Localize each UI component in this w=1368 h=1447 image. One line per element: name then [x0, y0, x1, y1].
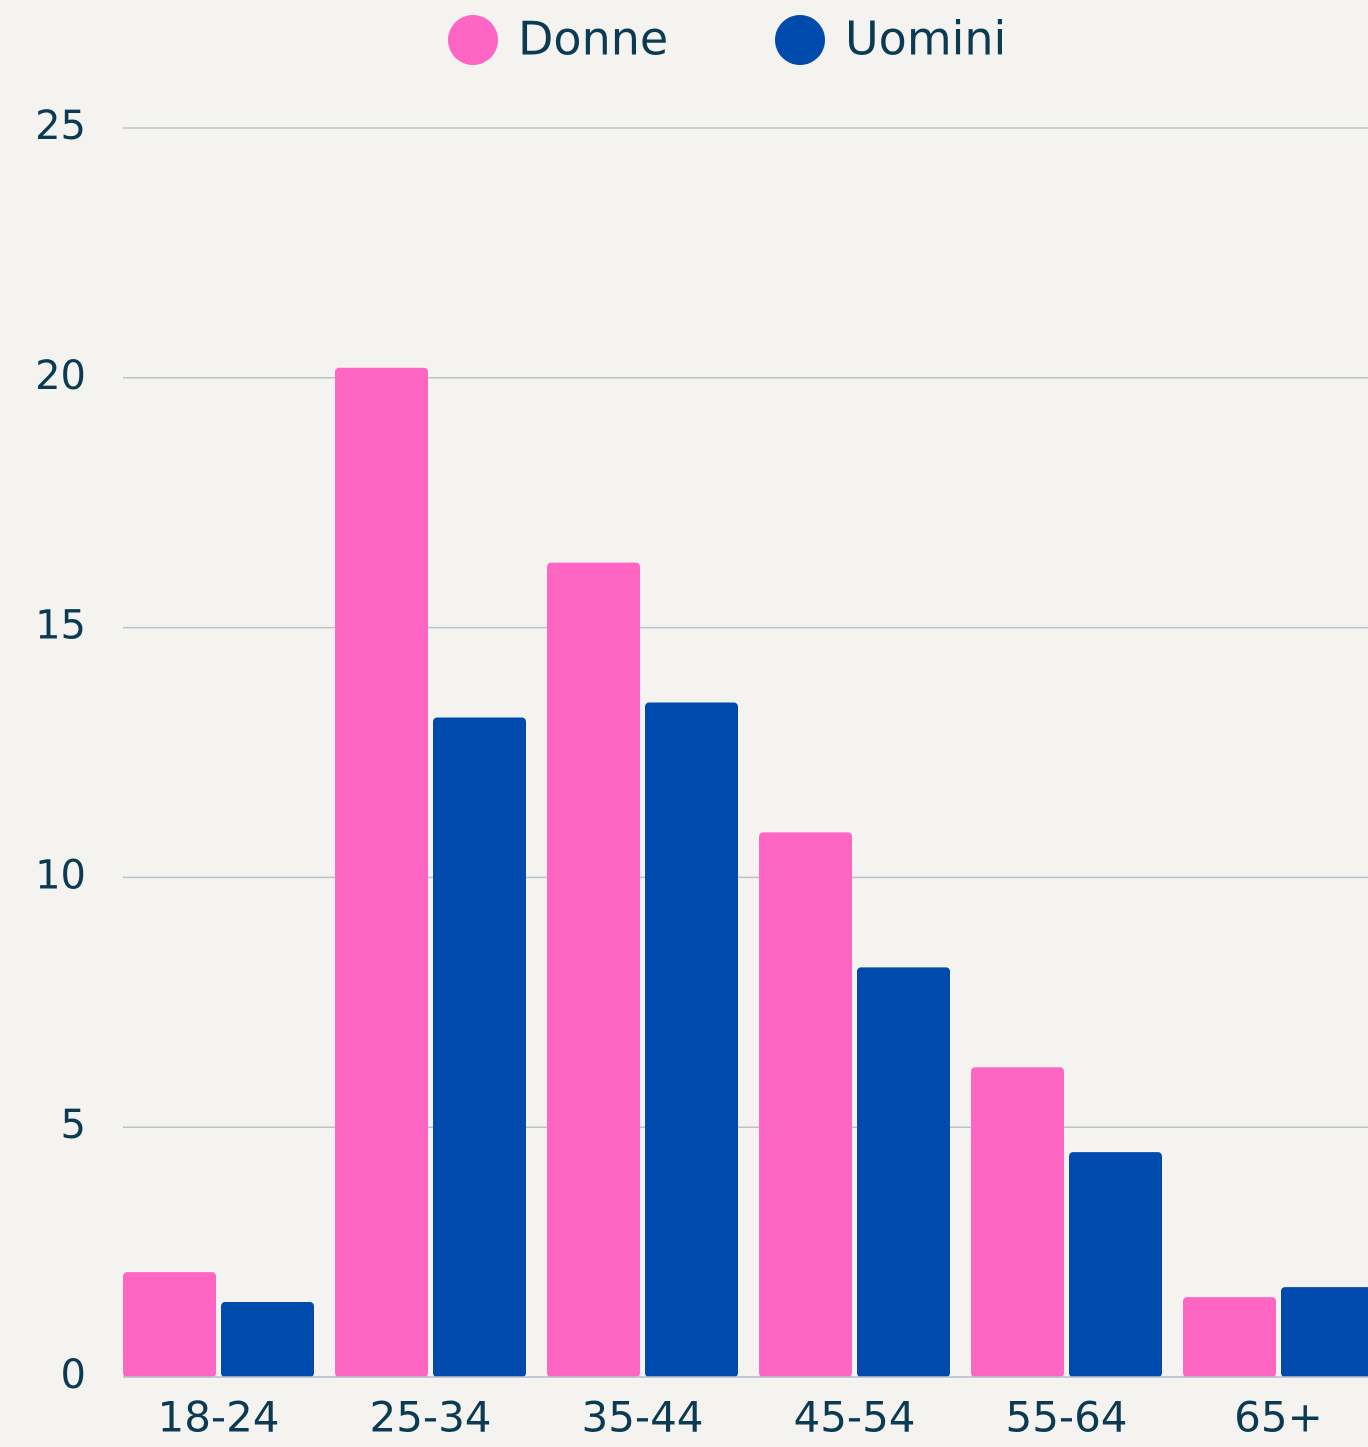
legend-label: Donne [518, 12, 668, 66]
bar [433, 717, 526, 1377]
bar [645, 702, 738, 1377]
legend-swatch [448, 15, 498, 65]
bar [1281, 1287, 1368, 1377]
x-tick-label: 55-64 [1005, 1393, 1127, 1442]
y-tick-label: 10 [35, 852, 86, 898]
bar [221, 1302, 314, 1377]
x-tick-label: 65+ [1234, 1393, 1323, 1442]
x-tick-label: 25-34 [369, 1393, 491, 1442]
y-tick-label: 0 [61, 1352, 86, 1398]
bar [1069, 1152, 1162, 1377]
bar [759, 832, 852, 1377]
x-tick-label: 45-54 [793, 1393, 915, 1442]
y-tick-label: 5 [61, 1102, 86, 1148]
x-tick-label: 18-24 [157, 1393, 279, 1442]
bar [547, 562, 640, 1377]
y-tick-label: 25 [35, 103, 86, 149]
bar [971, 1067, 1064, 1377]
legend-swatch [775, 15, 825, 65]
x-tick-label: 35-44 [581, 1393, 703, 1442]
legend-label: Uomini [845, 12, 1006, 66]
bar [1183, 1297, 1276, 1377]
bar [335, 367, 428, 1378]
bar [123, 1272, 216, 1377]
y-tick-label: 20 [35, 353, 86, 399]
bar [857, 967, 950, 1377]
y-tick-label: 15 [35, 603, 86, 649]
